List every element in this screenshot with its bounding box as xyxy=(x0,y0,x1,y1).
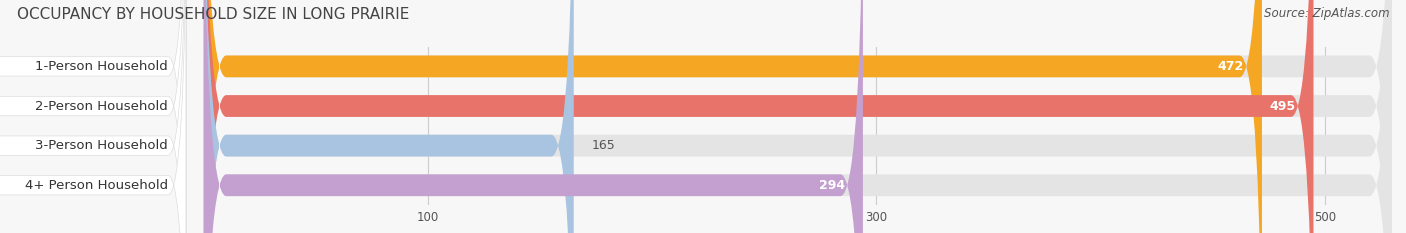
Text: 3-Person Household: 3-Person Household xyxy=(35,139,167,152)
FancyBboxPatch shape xyxy=(0,0,186,233)
FancyBboxPatch shape xyxy=(204,0,1392,233)
Text: 165: 165 xyxy=(592,139,616,152)
FancyBboxPatch shape xyxy=(0,0,186,233)
Text: Source: ZipAtlas.com: Source: ZipAtlas.com xyxy=(1264,7,1389,20)
FancyBboxPatch shape xyxy=(0,0,186,233)
FancyBboxPatch shape xyxy=(204,0,1263,233)
Text: OCCUPANCY BY HOUSEHOLD SIZE IN LONG PRAIRIE: OCCUPANCY BY HOUSEHOLD SIZE IN LONG PRAI… xyxy=(17,7,409,22)
FancyBboxPatch shape xyxy=(0,0,186,233)
Text: 4+ Person Household: 4+ Person Household xyxy=(25,179,167,192)
FancyBboxPatch shape xyxy=(204,0,1392,233)
Text: 2-Person Household: 2-Person Household xyxy=(35,99,167,113)
Text: 472: 472 xyxy=(1218,60,1244,73)
FancyBboxPatch shape xyxy=(204,0,574,233)
FancyBboxPatch shape xyxy=(204,0,1392,233)
FancyBboxPatch shape xyxy=(204,0,1392,233)
Text: 495: 495 xyxy=(1270,99,1295,113)
FancyBboxPatch shape xyxy=(204,0,1313,233)
Text: 294: 294 xyxy=(818,179,845,192)
FancyBboxPatch shape xyxy=(204,0,863,233)
Text: 1-Person Household: 1-Person Household xyxy=(35,60,167,73)
